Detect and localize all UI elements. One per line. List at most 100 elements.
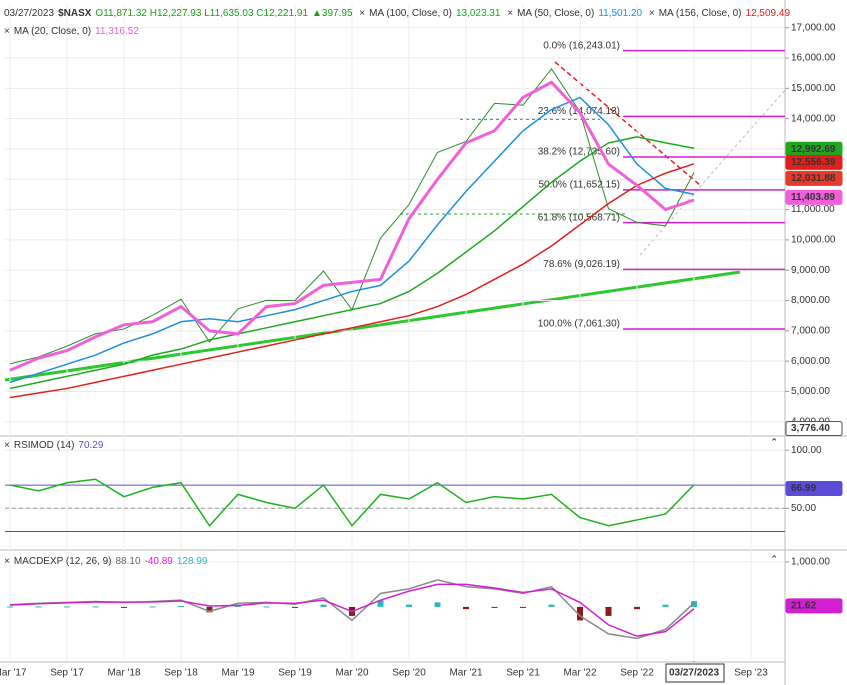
x-tick-label: 03/27/2023 [669,668,719,679]
macd-header: × MACDEXP (12, 26, 9) 88.10 -40.89 128.99 [4,556,211,567]
histogram-bar [92,606,99,608]
x-tick-label: Sep '20 [392,668,426,679]
fib-label: 78.6% (9,026.19) [543,259,620,270]
price-header: 03/27/2023 $NASX O11,871.32 H12,227.93 L11… [4,8,794,19]
close-icon[interactable]: × [4,26,10,37]
histogram-bar [320,604,327,607]
x-tick-label: Mar '22 [563,668,596,679]
price-label-box [785,170,843,186]
y-tick-label: 16,000.00 [791,53,836,64]
histogram-bar [577,606,583,621]
legend-value: 70.29 [78,440,104,451]
histogram-bar [463,606,469,610]
y-tick-label: 17,000.00 [791,22,836,33]
price-label: 21.62 [791,601,816,612]
series-line [9,96,695,384]
y-tick-label: 15,000.00 [791,83,836,94]
close-icon[interactable]: × [4,556,10,567]
x-tick-label: Mar '18 [107,668,140,679]
histogram-bar [434,602,441,607]
x-tick-label: Sep '21 [506,668,540,679]
y-tick-label: 11,000.00 [791,204,835,215]
legend-name: RSIMOD (14) [13,440,75,451]
price-header-2: × MA (20, Close, 0) 11,316.52 [4,26,143,37]
y-tick-label: 1,000.00 [791,557,830,568]
histogram-bar [206,606,213,613]
price-label-box [785,421,843,437]
close-icon[interactable]: × [359,8,366,19]
x-tick-label: Mar '21 [449,668,482,679]
x-tick-label: Sep '23 [734,668,768,679]
date: 03/27/2023 [4,8,55,19]
series-line [9,80,695,372]
histogram-bar [662,604,669,607]
y-tick-label: 10,000.00 [791,235,836,246]
price-label-box [785,598,843,614]
collapse-icon[interactable]: ⌃ [770,438,778,449]
legend-value: 88.10 [115,556,141,567]
x-tick-label: Mar '20 [335,668,368,679]
histogram-bar [605,606,612,616]
close-icon[interactable]: × [648,8,655,19]
trend-line [639,89,786,256]
y-tick-label: 50.00 [791,503,816,514]
x-tick-label: Sep '17 [50,668,84,679]
legend-name: MA (100, Close, 0) [369,8,452,19]
fib-label: 61.8% (10,568.71) [538,212,620,223]
series-line [9,136,695,390]
y-tick-label: 7,000.00 [791,325,830,336]
histogram-bar [491,606,498,608]
close-icon[interactable]: × [507,8,514,19]
legend-name: MA (20, Close, 0) [13,26,92,37]
legend-value: 12,509.49 [745,8,791,19]
histogram-bar [548,604,555,607]
series-line [9,163,695,399]
histogram-bar [64,606,70,608]
fib-label: 0.0% (16,243.01) [543,40,620,51]
histogram-bar [377,600,384,607]
y-tick-label: 6,000.00 [791,356,830,367]
price-label: 11,403.89 [791,192,835,203]
price-label-box [785,189,843,205]
price-label-box [785,154,843,170]
y-tick-label: 100.00 [791,445,822,456]
change: ▲397.95 [312,8,353,19]
legend-value: 11,316.52 [95,26,139,37]
close-icon[interactable]: × [4,440,10,451]
fib-label: 50.0% (11,652.15) [538,179,620,190]
price-label: 12,031.88 [791,173,836,184]
histogram-bar [263,606,270,608]
legend-value: 11,501.20 [598,8,643,19]
legend-value: 13,023.31 [455,8,501,19]
series-line [9,478,695,527]
x-tick-label: Sep '18 [164,668,198,679]
collapse-icon[interactable]: ⌃ [770,555,778,566]
histogram-bar [178,606,184,607]
y-tick-label: 14,000.00 [791,113,836,124]
y-tick-label: 9,000.00 [791,265,830,276]
price-label: 3,776.40 [791,423,830,434]
symbol: $NASX [58,8,92,19]
y-tick-label: 8,000.00 [791,295,830,306]
x-tick-label: Mar '17 [0,668,27,679]
histogram-bar [35,606,42,608]
legend-name: MA (50, Close, 0) [517,8,595,19]
price-label: 12,556.39 [791,157,836,168]
legend-name: MACDEXP (12, 26, 9) [13,556,112,567]
histogram-bar [7,606,13,608]
x-tick-label: Mar '19 [221,668,254,679]
histogram-bar [292,606,298,608]
price-label: 66.99 [791,483,816,494]
legend-name: MA (156, Close, 0) [658,8,742,19]
legend-value: -40.89 [144,556,173,567]
cursor-label-box [665,663,725,683]
rsi-header: × RSIMOD (14) 70.29 [4,440,107,451]
trend-line [4,270,741,382]
ohlc: O11,871.32 H12,227.93 L11,635.03 C12,221… [95,8,309,19]
histogram-bar [691,601,697,607]
histogram-bar [121,606,127,608]
histogram-bar [634,606,640,610]
histogram-bar [520,606,526,608]
